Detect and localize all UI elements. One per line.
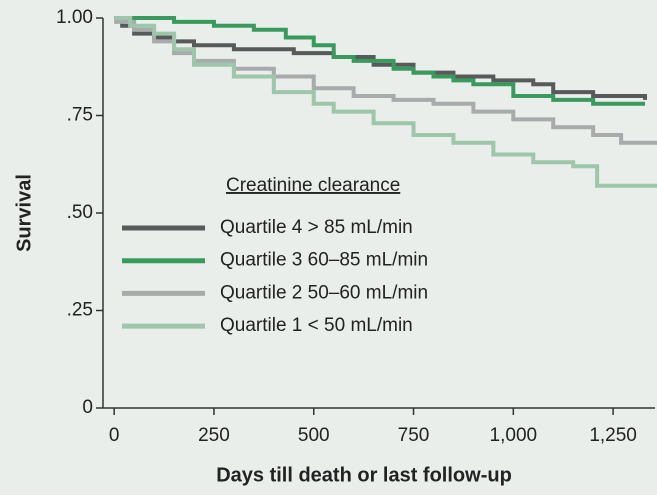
survival-line (114, 16, 646, 106)
y-tick-label: .50 (67, 202, 93, 223)
x-tick-label: 1,000 (490, 425, 538, 446)
x-tick-label: 750 (398, 425, 430, 446)
legend-label: Quartile 4 > 85 mL/min (220, 217, 413, 238)
y-tick-label: 0 (82, 397, 93, 418)
x-tick-label: 0 (109, 425, 120, 446)
y-axis-label: Survival (13, 174, 35, 252)
legend-label: Quartile 1 < 50 mL/min (220, 315, 413, 336)
plot-area (114, 16, 657, 188)
legend-title: Creatinine clearance (226, 175, 400, 196)
y-tick-label: 1.00 (56, 7, 93, 28)
x-tick-label: 500 (298, 425, 330, 446)
survival-line (114, 16, 657, 188)
legend-label: Quartile 2 50–60 mL/min (220, 282, 428, 303)
y-tick-label: .25 (67, 300, 93, 321)
x-tick-label: 1,250 (589, 425, 637, 446)
legend-label: Quartile 3 60–85 mL/min (220, 250, 428, 271)
x-axis-label: Days till death or last follow-up (216, 464, 512, 486)
x-tick-label: 250 (198, 425, 230, 446)
y-tick-label: .75 (67, 105, 93, 126)
